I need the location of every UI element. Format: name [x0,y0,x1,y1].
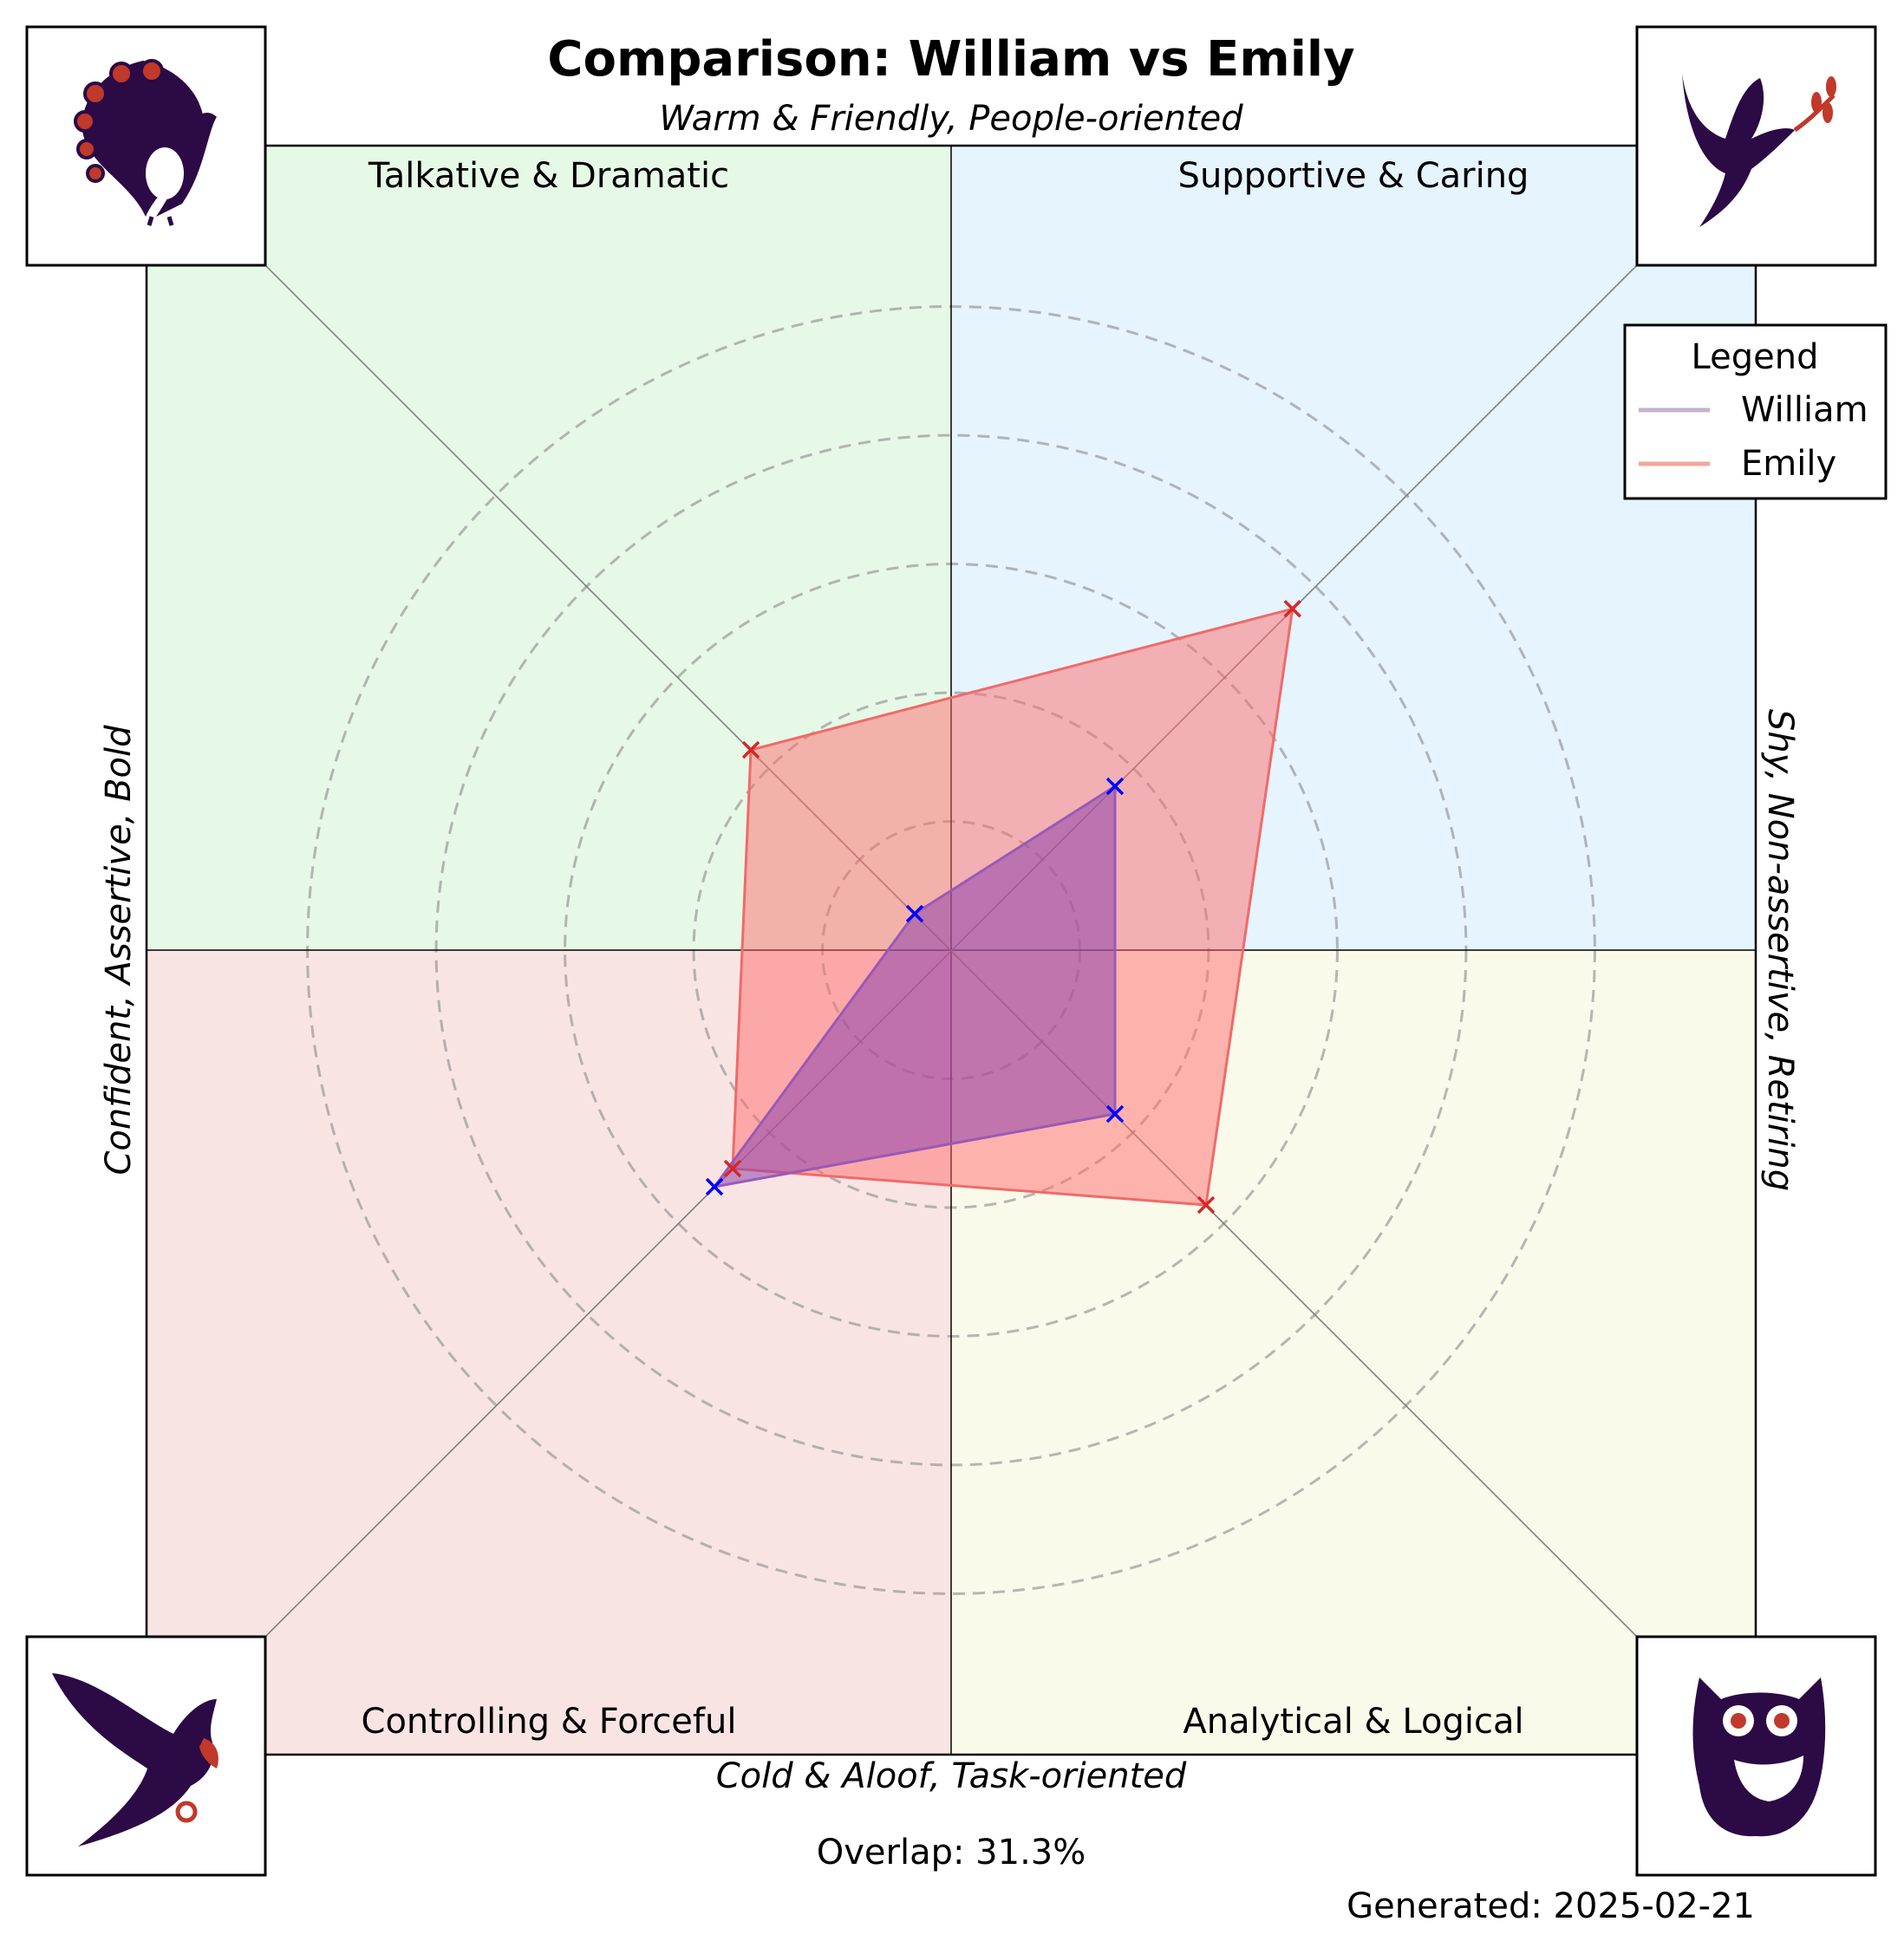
axis-label-right: Shy, Non-assertive, Retiring [1760,709,1800,1191]
quadrant-label-top-left: Talkative & Dramatic [368,156,729,196]
axis-label-left: Confident, Assertive, Bold [99,725,139,1176]
dove-icon [1635,25,1877,267]
legend-label-emily: Emily [1741,444,1836,484]
data-point-emily [1283,600,1301,618]
data-point-william [1105,1104,1125,1124]
eagle-icon [25,1635,267,1877]
data-point-william [905,904,924,923]
generated-date: Generated: 2025-02-21 [1346,1886,1755,1926]
data-point-emily [1197,1195,1216,1215]
peacock-icon [25,25,267,267]
overlap-text: Overlap: 31.3% [817,1833,1086,1873]
data-point-william [705,1177,724,1196]
axis-label-bottom: Cold & Aloof, Task-oriented [716,1756,1187,1796]
chart-title: Comparison: William vs Emily [547,31,1354,88]
owl-icon [1635,1635,1877,1877]
data-point-william [1105,777,1125,796]
legend-label-william: William [1741,390,1868,430]
quadrant-label-bottom-left: Controlling & Forceful [362,1702,737,1742]
axis-label-top: Warm & Friendly, People-oriented [659,99,1243,139]
series-layer [705,600,1301,1215]
data-point-emily [741,740,760,759]
legend: Legend William Emily [1623,323,1888,500]
plot-frame [145,144,1757,1756]
quadrant-label-bottom-right: Analytical & Logical [1183,1702,1523,1742]
data-point-emily [723,1159,742,1178]
legend-title: Legend [1692,337,1819,377]
quadrant-label-top-right: Supportive & Caring [1178,156,1529,196]
